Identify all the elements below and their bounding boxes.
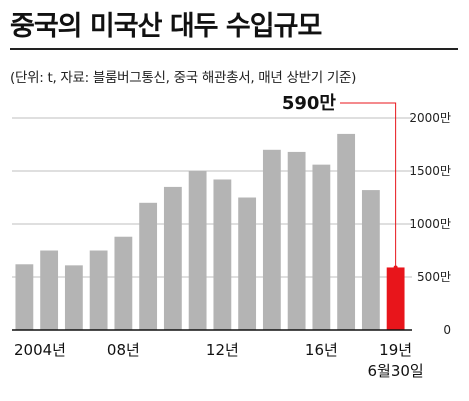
bar	[361, 190, 380, 330]
bar	[213, 179, 232, 330]
x-axis-ticks: 2004년 08년 12년 16년 19년 6월30일	[14, 341, 424, 380]
bar	[40, 250, 59, 330]
bar	[262, 149, 281, 330]
bar	[15, 264, 34, 330]
chart-title: 중국의 미국산 대두 수입규모	[10, 11, 322, 42]
x-tick-label: 2004년	[14, 341, 66, 359]
y-tick-label: 1500만	[409, 164, 451, 178]
bar	[337, 133, 356, 330]
y-tick-label: 1000만	[409, 217, 451, 231]
y-tick-label: 0	[443, 323, 451, 337]
x-tick-label: 08년	[107, 341, 140, 359]
bar	[139, 202, 158, 330]
callout: 590만	[282, 93, 398, 270]
bar	[188, 171, 207, 330]
y-tick-label: 2000만	[409, 111, 451, 125]
x-tick-sublabel: 6월30일	[368, 362, 424, 380]
bar	[312, 164, 331, 330]
callout-label: 590만	[282, 93, 337, 114]
x-tick-label: 12년	[206, 341, 239, 359]
bars	[15, 133, 405, 330]
x-tick-label: 19년	[379, 341, 412, 359]
bar	[114, 236, 133, 330]
highlight-bar	[386, 267, 405, 330]
bar	[163, 186, 182, 330]
bar	[89, 250, 108, 330]
bar	[64, 265, 83, 330]
bar	[287, 151, 306, 330]
chart-subtitle: (단위: t, 자료: 블룸버그통신, 중국 해관총서, 매년 상반기 기준)	[10, 70, 357, 86]
x-tick-label: 16년	[305, 341, 338, 359]
callout-line	[340, 102, 397, 268]
bar	[238, 197, 257, 330]
y-tick-label: 500만	[417, 270, 451, 284]
y-axis-ticks: 0 500만 1000만 1500만 2000만	[409, 111, 451, 337]
title-divider	[10, 48, 458, 50]
callout-dot	[393, 265, 398, 270]
